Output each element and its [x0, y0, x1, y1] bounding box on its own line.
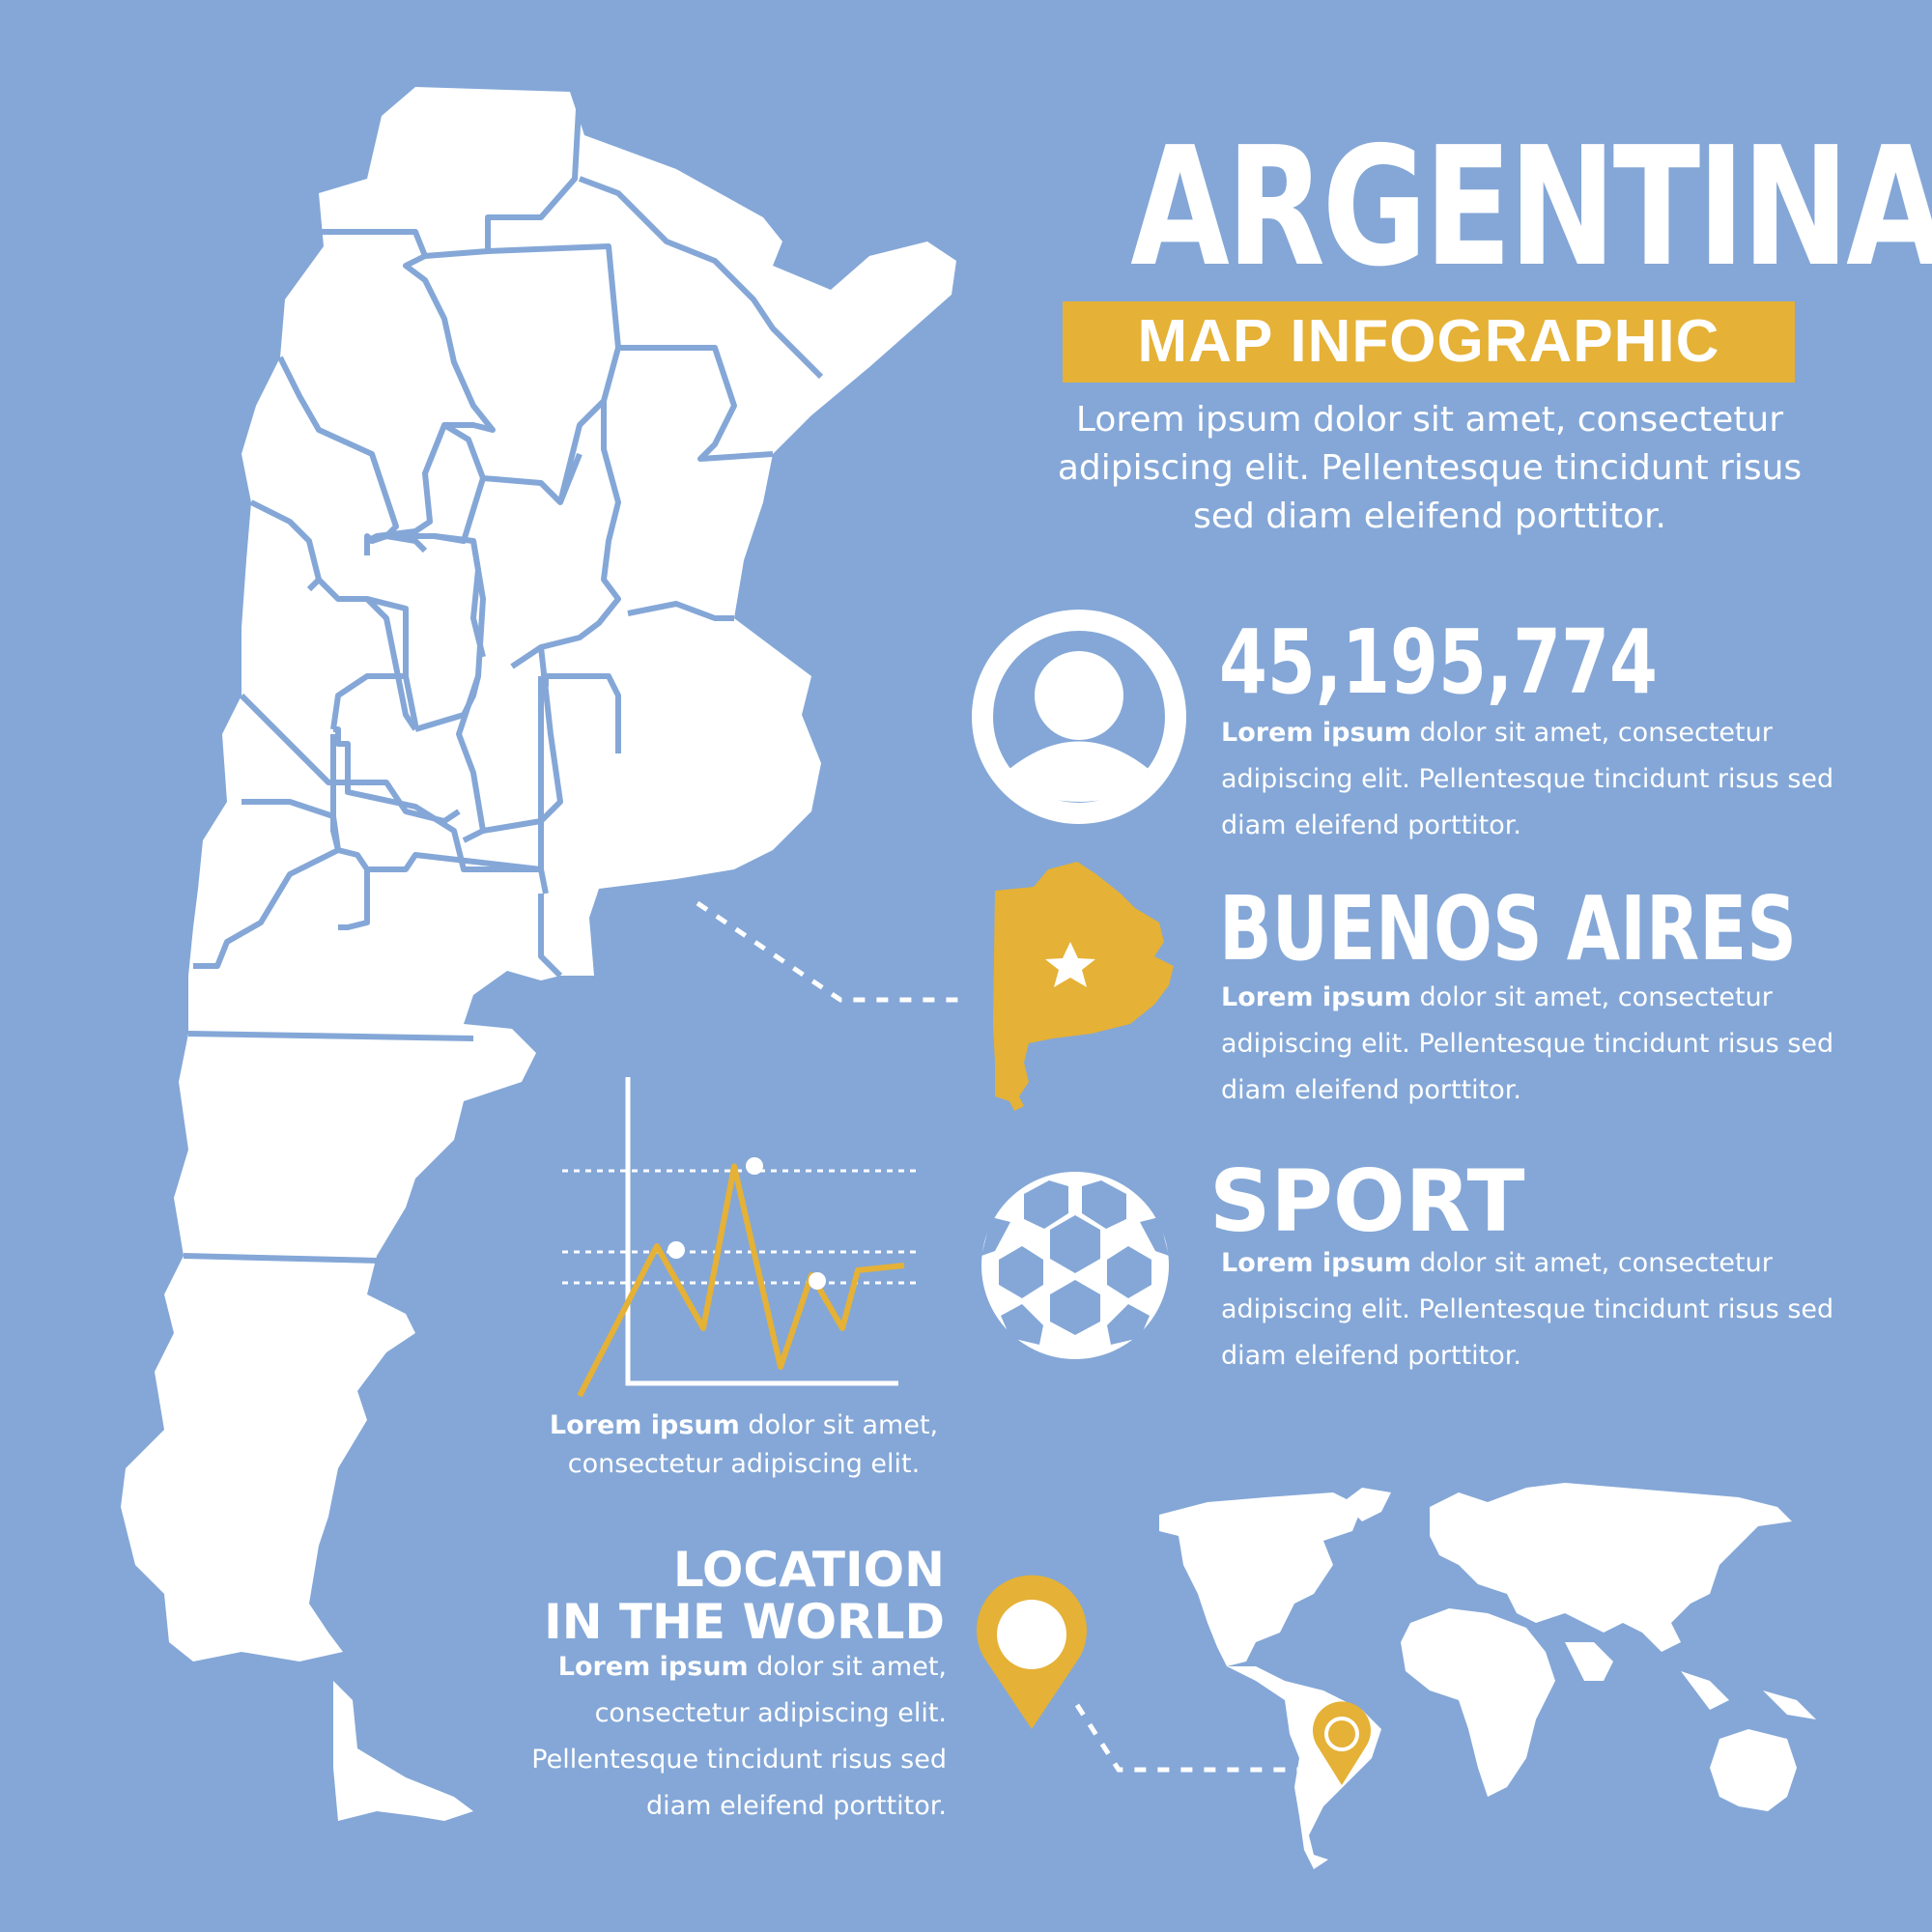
capital-text-bold: Lorem ipsum: [1221, 982, 1411, 1012]
chart-point: [746, 1157, 763, 1175]
location-text-bold: Lorem ipsum: [557, 1652, 749, 1682]
soccer-ball-icon: [981, 1172, 1169, 1359]
page-subtitle: MAP INFOGRAPHIC: [1137, 308, 1720, 375]
argentina-map: [121, 87, 956, 1821]
person-icon: [972, 610, 1186, 824]
location-title-line1: LOCATION: [672, 1542, 945, 1598]
line-chart: [562, 1077, 918, 1398]
intro-text: Lorem ipsum dolor sit amet, consectetur …: [1057, 400, 1803, 536]
subtitle-banner: [1063, 301, 1795, 383]
location-leader-line: [1074, 1703, 1323, 1773]
chart-caption-bold: Lorem ipsum: [549, 1410, 740, 1440]
sport-text-body: dolor sit amet, consectetur adipiscing e…: [1221, 1248, 1834, 1371]
capital-heading: BUENOS AIRES: [1219, 877, 1797, 980]
chart-series-line: [577, 1163, 905, 1398]
population-text-body: dolor sit amet, consectetur adipiscing e…: [1221, 718, 1834, 840]
location-pin-icon: [977, 1575, 1087, 1729]
chart-axes: [625, 1077, 898, 1386]
population-text: Lorem ipsum dolor sit amet, consectetur …: [1221, 710, 1839, 849]
capital-text: Lorem ipsum dolor sit amet, consectetur …: [1221, 975, 1839, 1114]
location-text-body: dolor sit amet, consectetur adipiscing e…: [531, 1652, 947, 1821]
chart-point: [809, 1272, 826, 1290]
sport-text-bold: Lorem ipsum: [1221, 1248, 1411, 1278]
small-location-pin-icon: [1313, 1701, 1371, 1785]
world-map: [1159, 1483, 1816, 1869]
chart-caption-body: dolor sit amet, consectetur adipiscing e…: [567, 1410, 939, 1479]
location-text: Lorem ipsum dolor sit amet, consectetur …: [502, 1644, 947, 1830]
sport-heading: SPORT: [1209, 1151, 1525, 1251]
leader-line: [696, 900, 966, 1003]
page-title: ARGENTINA: [1130, 112, 1932, 303]
province-star-icon: [993, 862, 1174, 1111]
sport-text: Lorem ipsum dolor sit amet, consectetur …: [1221, 1240, 1839, 1379]
chart-point: [668, 1241, 685, 1259]
population-heading: 45,195,774: [1219, 611, 1658, 714]
location-title: LOCATION IN THE WORLD: [483, 1544, 945, 1648]
location-title-line2: IN THE WORLD: [544, 1594, 945, 1650]
population-text-bold: Lorem ipsum: [1221, 718, 1411, 748]
chart-caption: Lorem ipsum dolor sit amet, consectetur …: [541, 1406, 947, 1484]
capital-text-body: dolor sit amet, consectetur adipiscing e…: [1221, 982, 1834, 1105]
